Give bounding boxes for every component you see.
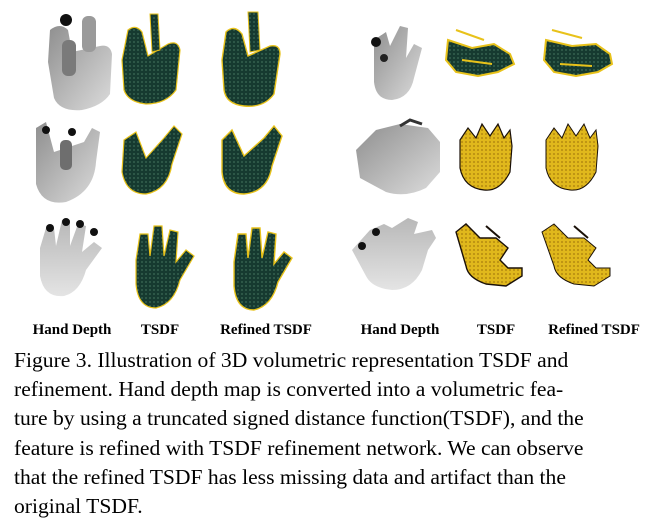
tsdf-hand-r2 [459,122,513,191]
caption-line: that the refined TSDF has less missing d… [14,464,566,489]
column-label-hand-depth-left: Hand Depth [32,322,112,338]
column-label-tsdf-right: TSDF [476,322,516,338]
column-label-tsdf-left: TSDF [140,322,180,338]
tsdf-hand-r1 [444,29,516,78]
depth-hand-r1 [371,26,422,100]
column-label-refined-tsdf-left: Refined TSDF [220,322,312,338]
depth-hand-r2 [356,118,440,195]
tsdf-hand-l2 [121,125,183,195]
refined-tsdf-hand-l3 [233,227,293,311]
depth-hand-l3 [40,218,102,297]
tsdf-hand-l1 [121,13,181,105]
caption-line: Figure 3. Illustration of 3D volumetric … [14,348,569,372]
figure-caption: Figure 3. Illustration of 3D volumetric … [14,346,658,521]
refined-tsdf-hand-l1 [221,11,281,107]
caption-line: ture by using a truncated signed distanc… [14,406,584,431]
refined-tsdf-hand-l2 [221,124,283,195]
refined-tsdf-hand-r3 [541,223,611,287]
tsdf-hand-l3 [135,225,195,309]
refined-tsdf-hand-r2 [545,122,599,191]
depth-hand-r3 [352,218,436,290]
hand-image-grid [36,11,614,311]
depth-hand-l2 [36,122,100,203]
refined-tsdf-hand-r1 [542,29,614,78]
caption-line: original TSDF. [14,494,143,519]
caption-line: feature is refined with TSDF refinement … [14,435,584,460]
tsdf-hand-r3 [455,223,523,287]
depth-hand-l1 [48,14,112,111]
caption-line: refinement. Hand depth map is converted … [14,377,564,402]
column-label-refined-tsdf-right: Refined TSDF [548,322,640,338]
column-label-hand-depth-right: Hand Depth [360,322,440,338]
